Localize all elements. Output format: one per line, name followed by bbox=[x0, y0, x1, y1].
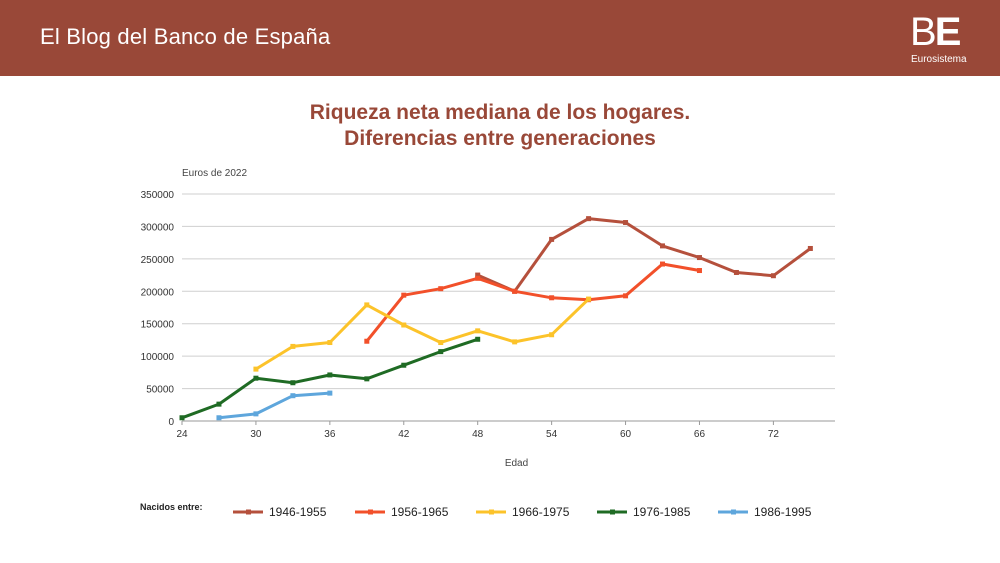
y-unit-label: Euros de 2022 bbox=[182, 168, 247, 179]
x-tick-label: 42 bbox=[398, 429, 410, 440]
legend-label-1976-1985: 1976-1985 bbox=[633, 505, 691, 519]
data-point-1946-1955 bbox=[586, 216, 592, 222]
series-line-1946-1955 bbox=[476, 217, 812, 293]
y-tick-label: 350000 bbox=[141, 190, 175, 201]
chart-title: Riqueza neta mediana de los hogares. Dif… bbox=[0, 100, 1000, 152]
blog-title: El Blog del Banco de España bbox=[40, 24, 331, 49]
data-point-1956-1965 bbox=[623, 293, 629, 299]
data-point-1976-1985 bbox=[327, 372, 333, 378]
data-point-1986-1995 bbox=[216, 415, 222, 421]
x-tick-label: 54 bbox=[546, 429, 558, 440]
x-tick-label: 30 bbox=[250, 429, 262, 440]
data-point-1976-1985 bbox=[290, 380, 296, 386]
legend-marker-1986-1995 bbox=[731, 509, 736, 515]
data-point-1966-1975 bbox=[253, 366, 259, 372]
data-point-1966-1975 bbox=[438, 340, 444, 346]
data-point-1976-1985 bbox=[438, 349, 444, 355]
data-point-1966-1975 bbox=[327, 340, 333, 346]
data-point-1956-1965 bbox=[512, 288, 518, 294]
x-tick-label: 66 bbox=[694, 429, 706, 440]
legend-label-1986-1995: 1986-1995 bbox=[754, 505, 812, 519]
data-point-1976-1985 bbox=[216, 401, 222, 407]
data-point-1956-1965 bbox=[401, 292, 407, 298]
series-line-1976-1985 bbox=[180, 337, 480, 420]
series-line-1986-1995 bbox=[217, 391, 332, 420]
legend-marker-1976-1985 bbox=[610, 509, 615, 515]
x-tick-label: 48 bbox=[472, 429, 484, 440]
y-tick-label: 50000 bbox=[146, 385, 174, 396]
y-tick-label: 300000 bbox=[141, 222, 175, 233]
series-line-1956-1965 bbox=[365, 262, 701, 343]
data-point-1966-1975 bbox=[475, 328, 481, 334]
y-tick-label: 0 bbox=[168, 417, 174, 428]
data-point-1976-1985 bbox=[401, 362, 407, 368]
data-point-1956-1965 bbox=[696, 268, 702, 274]
chart-title-line-2: Diferencias entre generaciones bbox=[344, 127, 656, 150]
data-point-1966-1975 bbox=[401, 322, 407, 328]
y-tick-label: 250000 bbox=[141, 255, 175, 266]
data-point-1956-1965 bbox=[660, 261, 666, 267]
data-point-1946-1955 bbox=[733, 269, 739, 275]
y-tick-label: 100000 bbox=[141, 352, 175, 363]
logo-subtext: Eurosistema bbox=[911, 54, 967, 65]
data-point-1966-1975 bbox=[549, 332, 555, 338]
data-point-1956-1965 bbox=[438, 286, 444, 292]
data-point-1946-1955 bbox=[696, 255, 702, 261]
banco-de-espana-logo[interactable]: BE Eurosistema bbox=[910, 12, 980, 68]
legend-title: Nacidos entre: bbox=[140, 502, 203, 512]
series-line-1966-1975 bbox=[254, 297, 591, 371]
data-point-1946-1955 bbox=[549, 236, 555, 242]
data-point-1966-1975 bbox=[586, 296, 592, 302]
x-tick-label: 72 bbox=[768, 429, 780, 440]
legend-marker-1966-1975 bbox=[489, 509, 494, 515]
data-point-1946-1955 bbox=[807, 245, 813, 251]
data-point-1946-1955 bbox=[623, 220, 629, 226]
logo-letter-e: E bbox=[934, 10, 962, 54]
data-point-1986-1995 bbox=[290, 393, 296, 399]
data-point-1946-1955 bbox=[770, 273, 776, 279]
data-point-1976-1985 bbox=[253, 375, 259, 381]
chart-title-line-1: Riqueza neta mediana de los hogares. bbox=[309, 101, 691, 124]
data-point-1946-1955 bbox=[475, 272, 481, 278]
data-point-1956-1965 bbox=[549, 295, 555, 301]
data-point-1966-1975 bbox=[290, 343, 296, 349]
legend-label-1956-1965: 1956-1965 bbox=[391, 505, 449, 519]
y-tick-label: 200000 bbox=[141, 287, 175, 298]
data-point-1986-1995 bbox=[327, 390, 333, 396]
legend-marker-1956-1965 bbox=[368, 509, 373, 515]
data-point-1966-1975 bbox=[364, 302, 370, 308]
data-point-1986-1995 bbox=[253, 411, 259, 417]
data-point-1976-1985 bbox=[475, 336, 481, 342]
data-point-1946-1955 bbox=[660, 243, 666, 249]
data-point-1956-1965 bbox=[364, 338, 370, 344]
x-tick-label: 36 bbox=[324, 429, 336, 440]
data-point-1976-1985 bbox=[179, 415, 185, 421]
data-point-1966-1975 bbox=[512, 339, 518, 345]
data-point-1956-1965 bbox=[475, 275, 481, 281]
x-tick-label: 60 bbox=[620, 429, 632, 440]
logo-letter-b: B bbox=[910, 10, 937, 54]
logo-mark: BE bbox=[910, 10, 962, 54]
data-point-1976-1985 bbox=[364, 376, 370, 382]
x-tick-label: 24 bbox=[176, 429, 188, 440]
x-axis-label: Edad bbox=[505, 458, 528, 469]
legend-label-1946-1955: 1946-1955 bbox=[269, 505, 327, 519]
legend-marker-1946-1955 bbox=[246, 509, 251, 515]
y-tick-label: 150000 bbox=[141, 320, 175, 331]
page-header: El Blog del Banco de España BE Eurosiste… bbox=[0, 0, 1000, 76]
legend-label-1966-1975: 1966-1975 bbox=[512, 505, 570, 519]
